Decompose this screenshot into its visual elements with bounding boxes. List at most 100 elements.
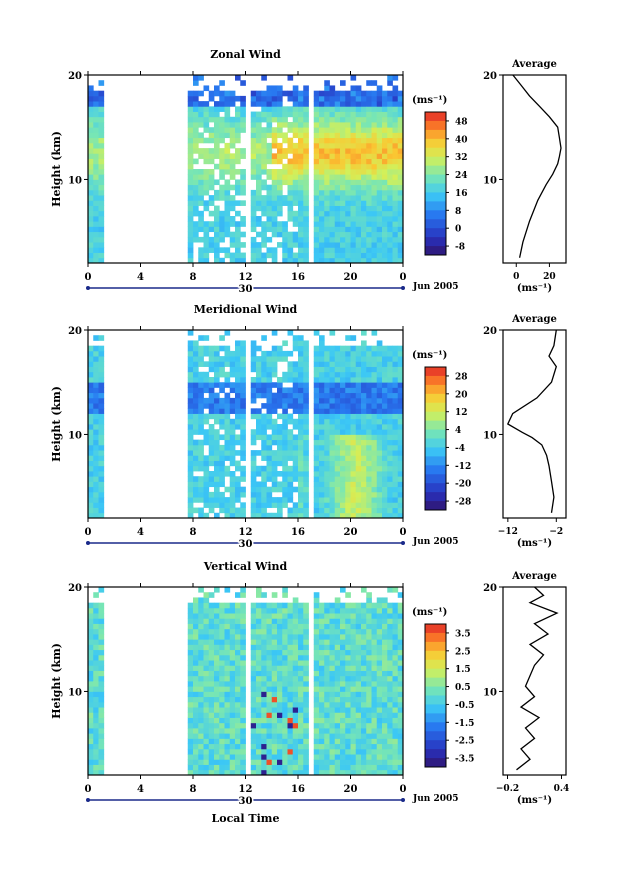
heatmap-cell	[298, 665, 304, 671]
heatmap-cell	[261, 350, 267, 357]
heatmap-cell	[392, 670, 399, 677]
heatmap-cell	[224, 226, 231, 233]
heatmap-cell	[298, 639, 304, 645]
heatmap-cell	[98, 252, 105, 259]
heatmap-cell	[319, 169, 325, 175]
heatmap-cell	[387, 200, 393, 206]
heatmap-cell	[313, 754, 320, 760]
heatmap-cell	[193, 759, 199, 765]
heatmap-cell	[250, 502, 257, 508]
heatmap-cell	[203, 361, 210, 367]
heatmap-cell	[292, 116, 299, 123]
heatmap-cell	[261, 371, 267, 378]
heatmap-cell	[298, 649, 304, 656]
heatmap-cell	[382, 127, 388, 133]
heatmap-cell	[345, 602, 351, 609]
heatmap-cell	[266, 132, 273, 139]
heatmap-cell	[229, 132, 236, 139]
heatmap-cell	[98, 158, 105, 165]
heatmap-cell	[366, 681, 372, 687]
heatmap-cell	[366, 226, 372, 233]
heatmap-cell	[193, 764, 199, 771]
heatmap-cell	[256, 701, 262, 708]
heatmap-cell	[287, 743, 294, 750]
heatmap-cell	[324, 497, 330, 503]
heatmap-cell	[208, 377, 215, 383]
heatmap-cell	[256, 623, 262, 630]
heatmap-cell	[219, 158, 225, 165]
heatmap-cell	[261, 356, 267, 362]
heatmap-cell	[88, 717, 94, 724]
heatmap-cell	[98, 80, 105, 86]
heatmap-cell	[240, 366, 246, 373]
heatmap-cell	[371, 675, 378, 682]
heatmap-cell	[345, 644, 351, 651]
heatmap-cell	[361, 455, 367, 461]
heatmap-cell	[350, 476, 357, 482]
heatmap-cell	[397, 142, 404, 149]
heatmap-cell	[198, 602, 204, 609]
heatmap-cell	[382, 701, 388, 708]
heatmap-cell	[329, 210, 336, 217]
heatmap-cell	[366, 106, 372, 112]
heatmap-cell	[345, 696, 351, 703]
heatmap-cell	[198, 675, 204, 682]
heatmap-cell	[198, 75, 204, 81]
heatmap-cell	[198, 403, 204, 409]
colorbar-swatch	[425, 704, 446, 714]
heatmap-cell	[98, 163, 105, 170]
heatmap-cell	[387, 644, 393, 651]
colorbar-swatch	[425, 147, 446, 158]
heatmap-cell	[334, 491, 341, 498]
heatmap-cell	[387, 764, 393, 771]
heatmap-cell	[361, 764, 367, 771]
heatmap-cell	[214, 733, 220, 739]
heatmap-cell	[361, 216, 367, 222]
heatmap-cell	[229, 221, 236, 227]
heatmap-cell	[371, 450, 378, 456]
heatmap-cell	[266, 216, 273, 222]
heatmap-cell	[319, 754, 325, 760]
heatmap-cell	[277, 769, 283, 776]
heatmap-cell	[350, 392, 357, 399]
heatmap-cell	[361, 497, 367, 503]
heatmap-cell	[193, 158, 199, 165]
heatmap-cell	[345, 439, 351, 446]
heatmap-cell	[382, 132, 388, 139]
heatmap-cell	[392, 106, 399, 112]
heatmap-cell	[235, 408, 241, 414]
heatmap-cell	[219, 670, 225, 677]
heatmap-cell	[261, 158, 267, 165]
heatmap-cell	[329, 231, 336, 238]
heatmap-cell	[219, 184, 225, 191]
heatmap-cell	[198, 444, 204, 451]
heatmap-cell	[287, 418, 294, 425]
heatmap-cell	[266, 502, 273, 508]
heatmap-cell	[382, 221, 388, 227]
heatmap-cell	[345, 106, 351, 112]
heatmap-cell	[282, 257, 288, 264]
heatmap-cell	[282, 644, 288, 651]
heatmap-cell	[187, 158, 194, 165]
heatmap-cell	[277, 153, 283, 159]
heatmap-cell	[193, 618, 199, 624]
heatmap-cell	[387, 748, 393, 755]
heatmap-cell	[224, 769, 231, 776]
heatmap-cell	[214, 497, 220, 503]
heatmap-cell	[366, 205, 372, 212]
heatmap-cell	[298, 257, 304, 264]
heatmap-cell	[198, 132, 204, 139]
heatmap-cell	[250, 738, 257, 745]
day-marker: 30	[239, 284, 253, 295]
heatmap-cell	[397, 649, 404, 656]
heatmap-cell	[287, 455, 294, 461]
heatmap-cell	[214, 242, 220, 248]
heatmap-cell	[282, 670, 288, 677]
colorbar-swatch	[425, 192, 446, 202]
heatmap-cell	[235, 418, 241, 425]
heatmap-cell	[256, 153, 262, 159]
heatmap-cell	[329, 764, 336, 771]
heatmap-cell	[340, 481, 346, 488]
heatmap-cell	[329, 738, 336, 745]
heatmap-cell	[313, 455, 320, 461]
